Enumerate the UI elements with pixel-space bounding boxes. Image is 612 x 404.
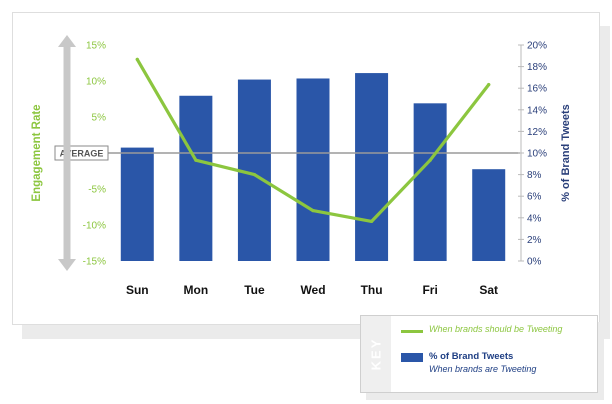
bar-thu <box>355 73 389 261</box>
engagement-point-wed <box>311 209 315 213</box>
right-tick-label: 2% <box>527 235 542 246</box>
engagement-point-thu <box>369 219 374 223</box>
left-tick-label: -10% <box>83 221 106 232</box>
engagement-point-tue <box>252 173 257 177</box>
legend-bar-title: % of Brand Tweets <box>429 351 514 362</box>
left-axis-arrow-up <box>58 35 76 47</box>
left-axis-bar <box>63 45 71 261</box>
legend-bar-label: When brands are Tweeting <box>429 364 537 374</box>
key-tab-label: KEY <box>368 337 384 371</box>
line-layer <box>135 57 491 223</box>
left-axis-arrow-down <box>58 259 76 271</box>
category-label-mon: Mon <box>184 283 209 297</box>
left-tick-label: -15% <box>83 257 106 268</box>
bar-mon <box>179 95 213 261</box>
right-tick-label: 18% <box>527 62 547 73</box>
axis-layer: 15% 10% 5% -5% -10% -15% 20% 18% 16% 14% 12% 10% 8% 6… <box>31 35 572 297</box>
right-tick-label: 12% <box>527 127 547 138</box>
left-tick-label: 10% <box>86 77 106 88</box>
right-tick-label: 16% <box>527 84 547 95</box>
legend-line-label: When brands should be Tweeting <box>429 324 563 334</box>
engagement-point-sat <box>487 83 491 87</box>
right-tick-label: 10% <box>527 149 547 160</box>
category-label-wed: Wed <box>300 283 325 297</box>
right-tick-label: 6% <box>527 192 542 203</box>
category-label-sat: Sat <box>479 283 498 297</box>
category-label-sun: Sun <box>126 283 149 297</box>
right-axis-title: % of Brand Tweets <box>560 104 572 202</box>
bar-fri <box>413 103 447 261</box>
engagement-point-fri <box>428 158 432 162</box>
right-tick-label: 8% <box>527 170 542 181</box>
right-tick-label: 14% <box>527 105 547 116</box>
legend-line-swatch <box>401 330 423 333</box>
left-axis-title: Engagement Rate <box>31 104 43 201</box>
engagement-point-sun <box>135 57 139 62</box>
left-tick-label: -5% <box>88 185 106 196</box>
bar-sun <box>120 147 154 261</box>
average-label: AVERAGE <box>60 149 104 159</box>
category-label-tue: Tue <box>244 283 265 297</box>
bar-wed <box>296 78 330 261</box>
left-tick-label: 15% <box>86 41 106 52</box>
left-tick-label: 5% <box>92 113 107 124</box>
category-label-thu: Thu <box>361 283 383 297</box>
legend-key: KEY When brands should be Tweeting % of … <box>360 315 598 393</box>
engagement-point-mon <box>194 158 198 162</box>
category-label-fri: Fri <box>422 283 437 297</box>
key-tab: KEY <box>361 316 391 392</box>
bars-layer <box>120 73 506 261</box>
right-tick-label: 20% <box>527 41 547 52</box>
right-tick-label: 0% <box>527 257 542 268</box>
right-tick-label: 4% <box>527 213 542 224</box>
bar-sat <box>472 169 506 261</box>
legend-bar-swatch <box>401 353 423 362</box>
